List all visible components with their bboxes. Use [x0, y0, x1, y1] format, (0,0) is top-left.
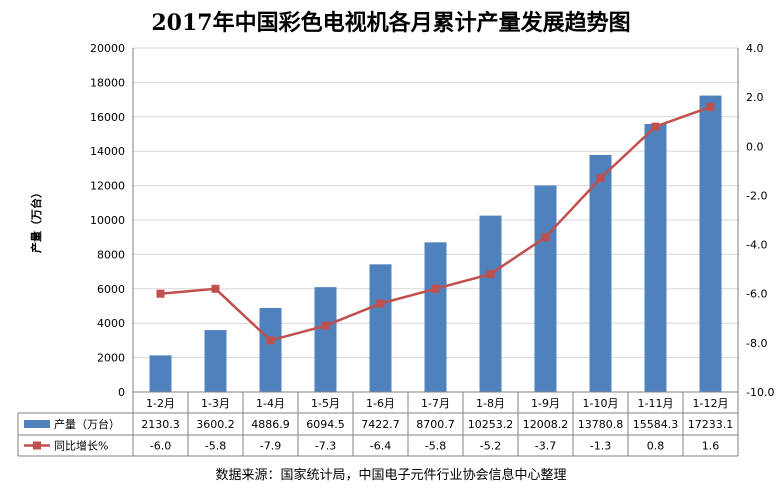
y2-tick-label: -6.0 [746, 288, 767, 301]
y2-tick-label: 4.0 [746, 42, 764, 55]
y-tick-label: 0 [118, 386, 125, 399]
category-label: 1-12月 [693, 397, 729, 410]
growth-value: -7.9 [260, 440, 281, 453]
growth-value: -6.0 [150, 440, 171, 453]
legend-line-label: 同比增长% [54, 439, 108, 453]
growth-value: -3.7 [535, 440, 556, 453]
growth-value: -1.3 [590, 440, 611, 453]
line-series [156, 102, 715, 345]
bar [259, 307, 282, 392]
line-point [156, 289, 165, 298]
category-label: 1-9月 [531, 397, 560, 410]
data-table: 1-2月 1-3月 1-4月 1-5月 1-6月 1-7月 1-8月 1-9月 1-10月 1-1… [17, 391, 739, 457]
growth-value: -5.2 [480, 440, 501, 453]
y2-tick-label: 2.0 [746, 91, 764, 104]
category-label: 1-5月 [311, 397, 340, 410]
category-label: 1-4月 [256, 397, 285, 410]
right-axis-ticks: -10.0 -8.0 -6.0 -4.0 -2.0 0.0 2.0 4.0 [746, 42, 774, 399]
legend-line-marker [33, 441, 41, 450]
category-label: 1-2月 [146, 397, 175, 410]
y-tick-label: 4000 [97, 317, 125, 330]
y-tick-label: 6000 [97, 283, 125, 296]
line-point [431, 284, 440, 293]
category-label: 1-8月 [476, 397, 505, 410]
category-label: 1-7月 [421, 397, 450, 410]
left-axis-ticks: 0 2000 4000 6000 8000 10000 12000 14000 16000 180… [90, 42, 125, 399]
y-tick-label: 2000 [97, 352, 125, 365]
category-label: 1-10月 [583, 397, 619, 410]
source-note: 数据来源：国家统计局，中国电子元件行业协会信息中心整理 [215, 467, 566, 483]
bar [149, 355, 172, 392]
chart-title: 2017年中国彩色电视机各月累计产量发展趋势图 [151, 10, 630, 36]
y-tick-label: 16000 [90, 111, 125, 124]
growth-value: -5.8 [205, 440, 226, 453]
y-tick-label: 14000 [90, 145, 125, 158]
growth-value: -6.4 [370, 440, 391, 453]
production-value: 10253.2 [468, 418, 514, 431]
category-label: 1-6月 [366, 397, 395, 410]
axes [132, 48, 739, 392]
production-value: 4886.9 [251, 418, 290, 431]
line-point [266, 336, 275, 345]
y-tick-label: 8000 [97, 248, 125, 261]
growth-value: -7.3 [315, 440, 336, 453]
bar [589, 154, 612, 392]
production-value: 8700.7 [416, 418, 455, 431]
line-point [706, 102, 715, 111]
line-point [596, 174, 605, 183]
bar [204, 330, 227, 392]
y-tick-label: 20000 [90, 42, 125, 55]
bar [424, 242, 447, 392]
gridlines [133, 47, 738, 359]
y2-tick-label: -8.0 [746, 337, 767, 350]
production-value: 17233.1 [688, 418, 734, 431]
y-tick-label: 12000 [90, 180, 125, 193]
bar [314, 287, 337, 392]
y2-tick-label: -10.0 [746, 386, 774, 399]
bar [479, 215, 502, 392]
production-value: 6094.5 [306, 418, 345, 431]
y2-tick-label: -4.0 [746, 239, 767, 252]
y2-tick-label: 0.0 [746, 140, 764, 153]
line-point [211, 284, 220, 293]
bar [644, 123, 667, 392]
bar [369, 264, 392, 392]
y-tick-label: 18000 [90, 76, 125, 89]
y2-tick-label: -2.0 [746, 189, 767, 202]
growth-value: -5.8 [425, 440, 446, 453]
legend-bar-label: 产量（万台） [54, 417, 120, 431]
line-point [651, 122, 660, 131]
category-label: 1-3月 [201, 397, 230, 410]
y-tick-label: 10000 [90, 214, 125, 227]
production-value: 7422.7 [361, 418, 400, 431]
production-value: 3600.2 [196, 418, 235, 431]
legend-bar-key [24, 420, 50, 428]
line-point [376, 299, 385, 308]
line-point [541, 233, 550, 242]
bar [699, 95, 722, 392]
production-value: 2130.3 [141, 418, 180, 431]
production-value: 12008.2 [523, 418, 569, 431]
category-label: 1-11月 [638, 397, 674, 410]
growth-value: 1.6 [702, 440, 720, 453]
bar [534, 185, 557, 392]
line-point [486, 270, 495, 279]
line-point [321, 321, 330, 330]
production-value: 15584.3 [633, 418, 679, 431]
y-axis-label: 产量（万台） [29, 187, 43, 253]
production-value: 13780.8 [578, 418, 624, 431]
growth-value: 0.8 [647, 440, 665, 453]
bar-series [149, 95, 722, 392]
